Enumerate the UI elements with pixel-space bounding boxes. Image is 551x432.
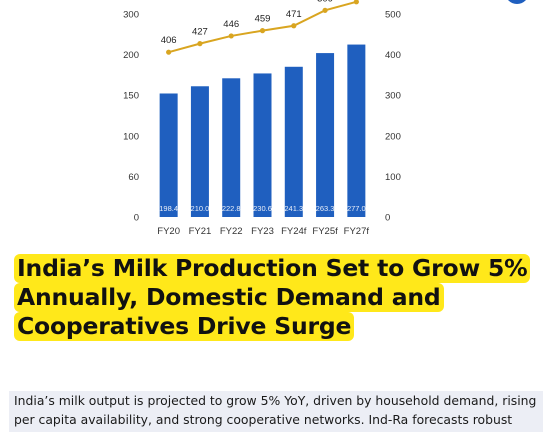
line-point (259, 28, 266, 34)
line-point (197, 41, 203, 47)
category-label: FY22 (220, 226, 243, 237)
line-value-label: 471 (286, 9, 302, 20)
right-tick-label: 100 (385, 172, 401, 183)
bar-value-label: 277.0 (347, 204, 366, 213)
category-label: FY23 (251, 226, 274, 237)
bar-value-label: 263.3 (316, 204, 335, 213)
right-tick-label: 500 (385, 10, 401, 21)
line-value-label: 427 (192, 27, 208, 38)
category-label: FY24f (281, 226, 307, 237)
line-value-label: 446 (223, 19, 239, 30)
combo-chart: 0 60 100 150 200 300 0 100 200 300 400 500 198.4 21… (123, 0, 401, 237)
headline-text: India’s Milk Production Set to Grow 5% A… (14, 254, 531, 341)
bar (284, 66, 303, 217)
bar (347, 44, 366, 218)
line-value-label: 509 (317, 0, 333, 4)
bar-value-label: 198.4 (159, 204, 178, 213)
bar-value-label: 222.8 (222, 204, 241, 213)
line-series: 406427446459471509530 (161, 0, 359, 55)
line-point (228, 33, 234, 39)
bar-value-label: 210.0 (191, 204, 210, 213)
left-tick-label: 200 (123, 50, 139, 61)
brand-logo-icon (508, 0, 526, 4)
line-value-label: 406 (161, 35, 177, 46)
bar (222, 78, 241, 217)
category-axis: FY20 FY21 FY22 FY23 FY24f FY25f FY27f (157, 226, 369, 237)
left-tick-label: 60 (128, 172, 139, 183)
left-tick-label: 100 (123, 131, 139, 142)
left-tick-label: 150 (123, 91, 139, 102)
line-point (322, 7, 328, 13)
right-tick-label: 300 (385, 91, 401, 102)
category-label: FY25f (312, 226, 338, 237)
summary-text: India’s milk output is projected to grow… (9, 391, 543, 432)
bar (316, 53, 335, 217)
bar-series: 198.4 210.0 222.8 230.6 241.3 263.3 277.0 (159, 44, 366, 218)
category-label: FY20 (157, 226, 180, 237)
right-tick-label: 200 (385, 131, 401, 142)
left-tick-label: 0 (134, 213, 139, 224)
bar (253, 73, 272, 217)
left-tick-label: 300 (123, 10, 139, 21)
category-label: FY21 (189, 226, 212, 237)
category-label: FY27f (344, 226, 370, 237)
bar-value-label: 241.3 (284, 204, 303, 213)
bar (190, 86, 209, 217)
right-tick-label: 400 (385, 50, 401, 61)
line-point (166, 49, 172, 55)
headline: India’s Milk Production Set to Grow 5% A… (14, 254, 534, 341)
right-axis-ticks: 0 100 200 300 400 500 (385, 10, 401, 224)
right-tick-label: 0 (385, 213, 390, 224)
line-point (353, 0, 359, 5)
left-axis-ticks: 0 60 100 150 200 300 (123, 10, 139, 224)
bar-value-label: 230.6 (253, 204, 272, 213)
bar (159, 93, 178, 217)
line-point (291, 23, 297, 29)
line-value-label: 459 (255, 14, 271, 25)
